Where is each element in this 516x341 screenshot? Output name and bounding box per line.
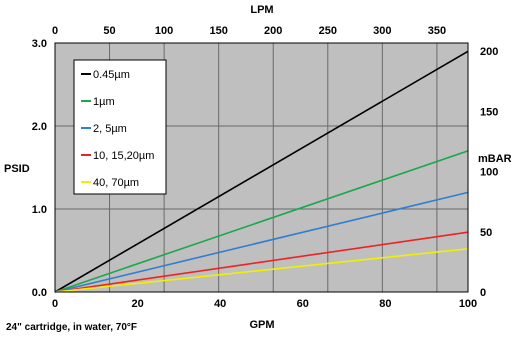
top-tick-label: 250 bbox=[319, 25, 337, 37]
bottom-tick-label: 80 bbox=[379, 298, 391, 310]
right-tick-label: 100 bbox=[480, 167, 498, 179]
legend-entry: 1µm bbox=[93, 96, 115, 108]
series-line-1 bbox=[54, 150, 469, 293]
right-tick-label: 50 bbox=[480, 227, 492, 239]
top-axis-title: LPM bbox=[250, 4, 273, 16]
legend-entry: 2, 5µm bbox=[93, 123, 127, 135]
series-line-0 bbox=[54, 50, 469, 293]
series-lines bbox=[54, 50, 469, 293]
right-tick-label: 200 bbox=[480, 46, 498, 58]
top-tick-label: 150 bbox=[209, 25, 227, 37]
bottom-tick-label: 40 bbox=[214, 298, 226, 310]
top-tick-label: 350 bbox=[428, 25, 446, 37]
plot-frame bbox=[54, 42, 469, 293]
bottom-tick-label: 60 bbox=[297, 298, 309, 310]
top-tick-label: 0 bbox=[52, 25, 58, 37]
right-tick-label: 0 bbox=[480, 287, 486, 299]
bottom-tick-label: 20 bbox=[131, 298, 143, 310]
left-tick-label: 2.0 bbox=[32, 121, 47, 133]
top-tick-label: 300 bbox=[373, 25, 391, 37]
top-tick-label: 200 bbox=[264, 25, 282, 37]
legend: 0.45µm 1µm 2, 5µm 10, 15,20µm 40, 70µm bbox=[73, 59, 167, 195]
top-tick-label: 100 bbox=[155, 25, 173, 37]
series-line-2 bbox=[54, 191, 469, 293]
right-axis-title: mBAR bbox=[478, 153, 512, 165]
left-tick-label: 1.0 bbox=[32, 204, 47, 216]
series-line-4 bbox=[54, 248, 469, 293]
bottom-tick-label: 100 bbox=[459, 298, 477, 310]
series-line-3 bbox=[54, 231, 469, 293]
legend-entry: 40, 70µm bbox=[93, 177, 139, 189]
top-tick-label: 50 bbox=[103, 25, 115, 37]
footnote: 24" cartridge, in water, 70°F bbox=[6, 322, 138, 333]
left-tick-label: 3.0 bbox=[32, 38, 47, 50]
bottom-tick-label: 0 bbox=[52, 298, 58, 310]
right-tick-label: 150 bbox=[480, 106, 498, 118]
left-tick-label: 0.0 bbox=[32, 287, 47, 299]
bottom-axis-title: GPM bbox=[249, 319, 274, 331]
legend-entry: 10, 15,20µm bbox=[93, 150, 154, 162]
left-axis-title: PSID bbox=[4, 163, 30, 175]
legend-entry: 0.45µm bbox=[93, 69, 130, 81]
